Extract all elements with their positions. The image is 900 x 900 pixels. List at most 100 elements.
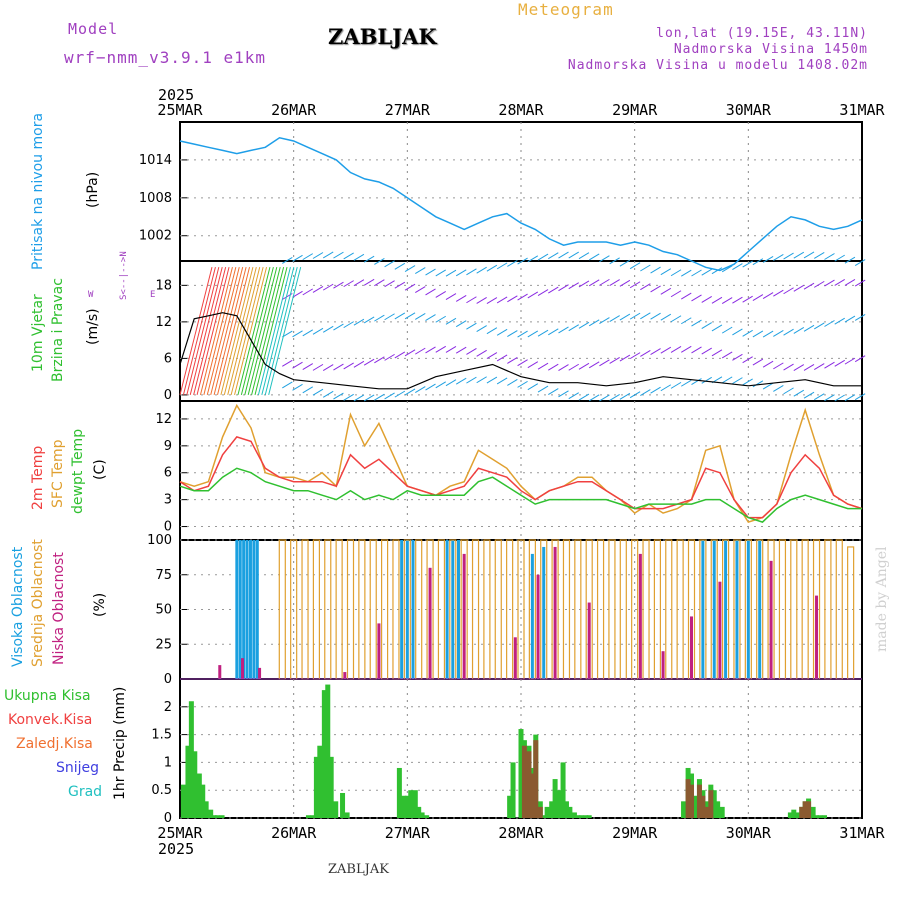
wind-barb bbox=[619, 392, 631, 400]
cloud-bar-high bbox=[746, 540, 750, 679]
wind-barb-strong bbox=[217, 266, 250, 396]
wind-barb bbox=[711, 267, 723, 275]
model-elevation-text: Nadmorska Visina u modelu 1408.02m bbox=[567, 58, 868, 73]
wind-barb bbox=[302, 386, 314, 394]
cloud-bar-low bbox=[241, 658, 245, 679]
wind-barb bbox=[404, 349, 416, 357]
wind-barb bbox=[732, 263, 743, 270]
wind-barb bbox=[282, 330, 293, 338]
wind-barb bbox=[282, 381, 293, 389]
wind-barb-strong bbox=[264, 266, 298, 396]
y-tick-label: 6 bbox=[164, 466, 172, 481]
precip-legend-hail: Grad bbox=[68, 784, 102, 800]
precip-bar-total bbox=[578, 815, 584, 818]
wind-barb bbox=[415, 386, 426, 393]
precip-bar-total bbox=[567, 806, 573, 818]
wind-barb bbox=[803, 251, 815, 259]
precip-bar-total bbox=[549, 801, 555, 818]
wind-barb bbox=[415, 347, 426, 355]
precip-bar-total bbox=[208, 809, 214, 818]
cloud-bar-mid bbox=[847, 546, 855, 680]
precip-bar-total bbox=[571, 812, 577, 818]
precip-bar-total bbox=[211, 815, 217, 818]
wind-barb bbox=[609, 357, 620, 364]
precip-bar-total bbox=[200, 784, 206, 818]
precip-bar-conv bbox=[689, 784, 694, 818]
cloud-bar-high bbox=[701, 540, 705, 679]
wind-barb bbox=[517, 359, 528, 367]
wind-barb bbox=[629, 262, 641, 270]
wind-barb bbox=[578, 280, 590, 288]
precip-bar-total bbox=[719, 806, 725, 818]
wind-barb bbox=[650, 266, 661, 274]
wind-barb bbox=[670, 381, 682, 389]
wind-barb bbox=[537, 385, 549, 393]
wind-barb bbox=[742, 329, 753, 337]
temp-ylabel-t2m: 2m Temp bbox=[30, 446, 46, 510]
footer-station: ZABLJAK bbox=[328, 862, 389, 877]
precip-legend-total: Ukupna Kisa bbox=[4, 688, 91, 704]
wind-barb-strong bbox=[206, 266, 240, 396]
precip-bar-total bbox=[325, 684, 331, 818]
wind-barb bbox=[363, 278, 375, 286]
wind-barb bbox=[844, 394, 856, 402]
wind-barb-strong bbox=[237, 266, 271, 396]
precip-bar-total bbox=[817, 815, 823, 818]
compass-e: E bbox=[150, 290, 155, 300]
cloud-bar-high bbox=[456, 540, 460, 679]
precip-bar-total bbox=[333, 801, 339, 818]
cloud-bar-high bbox=[245, 540, 249, 679]
wind-barb bbox=[609, 257, 620, 265]
y-tick-label: 1.5 bbox=[151, 728, 172, 743]
wind-barb bbox=[691, 319, 702, 327]
wind-barb bbox=[425, 268, 436, 276]
cloud-bar-high bbox=[724, 540, 728, 679]
cloud-bar-low bbox=[428, 567, 432, 679]
wind-barb bbox=[384, 392, 395, 400]
cloud-ylabel-high: Visoka Oblacnost bbox=[10, 546, 26, 667]
cloud-bar-mid bbox=[369, 539, 377, 680]
wind-barb-strong bbox=[251, 266, 285, 396]
wind-barb bbox=[854, 393, 866, 401]
precip-bar-total bbox=[408, 790, 414, 818]
wind-barb bbox=[701, 268, 712, 276]
wind-barb bbox=[466, 376, 477, 384]
wind-barb bbox=[854, 313, 866, 321]
wind-barb bbox=[527, 330, 539, 338]
wind-barb bbox=[282, 256, 293, 264]
wind-barb bbox=[527, 291, 539, 299]
cloud-bar-low bbox=[661, 651, 665, 679]
precip-bar-conv bbox=[802, 801, 808, 818]
y-tick-label: 100 bbox=[147, 533, 172, 548]
wind-barb bbox=[681, 379, 692, 387]
wind-barb bbox=[425, 346, 436, 354]
wind-barb bbox=[691, 269, 702, 277]
cloud-bar-high bbox=[411, 540, 415, 679]
wind-barb bbox=[783, 363, 794, 371]
date-label-bottom: 28MAR bbox=[498, 824, 544, 842]
wind-barb bbox=[670, 346, 682, 353]
precip-bar-total bbox=[396, 767, 402, 818]
wind-barb bbox=[814, 251, 825, 259]
cloud-bar-low bbox=[462, 553, 466, 679]
wind-barb bbox=[343, 252, 354, 260]
precip-bar-conv bbox=[537, 806, 543, 818]
wind-barb bbox=[374, 314, 385, 322]
wind-barb bbox=[404, 283, 416, 291]
elevation-text: Nadmorska Visina 1450m bbox=[673, 42, 868, 57]
precip-bar-total bbox=[556, 790, 562, 818]
wind-barb-strong bbox=[186, 266, 220, 396]
precip-bar-total bbox=[711, 790, 717, 818]
wind-barb bbox=[343, 321, 354, 329]
y-tick-label: 1014 bbox=[139, 153, 172, 168]
wind-barb bbox=[588, 361, 600, 369]
wind-barb bbox=[640, 349, 651, 357]
cloud-bar-low bbox=[536, 574, 540, 679]
wind-barb bbox=[374, 356, 385, 364]
wind-barb bbox=[476, 325, 487, 332]
wind-barb bbox=[640, 264, 651, 272]
wind-barb bbox=[721, 297, 733, 305]
precip-bar-conv bbox=[529, 773, 535, 818]
wind-barb bbox=[568, 363, 579, 371]
precip-bar-total bbox=[810, 806, 816, 818]
